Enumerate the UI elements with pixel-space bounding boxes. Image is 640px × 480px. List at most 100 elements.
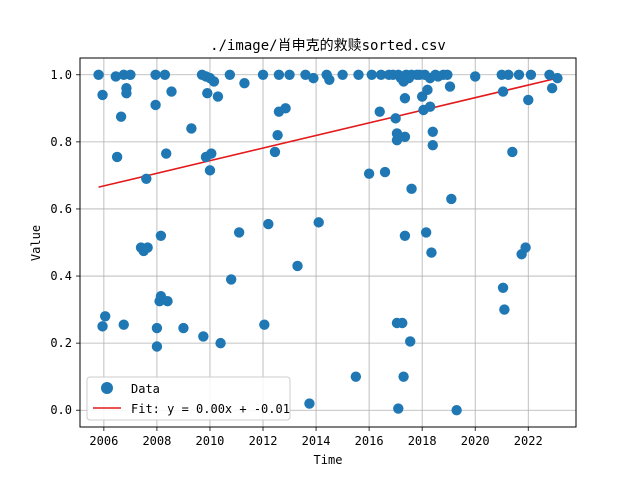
data-point	[544, 69, 555, 80]
legend-box	[86, 376, 291, 421]
data-point	[121, 88, 132, 99]
data-point	[393, 403, 404, 414]
data-point	[446, 193, 457, 205]
x-tick-label: 2022	[514, 434, 543, 448]
data-point	[150, 99, 161, 111]
data-point	[186, 123, 197, 134]
data-point	[206, 148, 217, 159]
data-point	[313, 217, 324, 228]
data-point	[208, 76, 220, 87]
data-point	[546, 82, 558, 94]
data-point	[142, 242, 153, 253]
data-point	[141, 173, 152, 184]
data-point	[212, 91, 224, 102]
data-point	[353, 69, 364, 80]
data-point	[304, 398, 315, 409]
data-point	[391, 134, 403, 146]
data-point	[427, 140, 438, 151]
plot-frame	[79, 57, 577, 428]
x-tick-label: 2014	[302, 434, 331, 448]
x-tick-label: 2012	[249, 434, 278, 448]
data-point	[399, 93, 411, 104]
x-tick-label: 2006	[89, 434, 118, 448]
x-axis-ticks: 2006 2008 2010 2012 2014 2016 2018 2020 2022	[89, 427, 543, 448]
data-point	[337, 69, 348, 80]
x-tick-label: 2008	[142, 434, 171, 448]
x-tick-label: 2010	[196, 434, 225, 448]
x-axis-label: Time	[314, 453, 343, 467]
legend-label-data: Data	[131, 382, 160, 396]
data-point	[198, 331, 209, 342]
legend-marker-data	[101, 382, 113, 394]
y-tick-label: 0.0	[50, 403, 72, 417]
data-point	[159, 69, 171, 80]
data-point	[263, 218, 274, 230]
data-point	[115, 111, 127, 122]
data-point	[151, 341, 163, 352]
data-point	[497, 86, 509, 97]
data-point	[273, 69, 285, 80]
data-point	[118, 319, 129, 330]
data-point	[422, 84, 433, 96]
data-point	[97, 321, 108, 332]
data-point	[513, 69, 525, 80]
data-point	[150, 69, 161, 80]
data-point	[525, 69, 537, 80]
data-point	[259, 319, 270, 330]
data-point	[363, 168, 375, 179]
data-point	[499, 304, 510, 315]
data-point	[507, 146, 518, 158]
data-point	[93, 69, 104, 80]
y-tick-label: 0.8	[50, 135, 72, 149]
legend: Data Fit: y = 0.00x + -0.01	[86, 376, 291, 421]
chart-title: ./image/肖申克的救赎sorted.csv	[210, 37, 446, 54]
fit-line	[98, 77, 558, 188]
data-point	[151, 322, 163, 334]
data-point	[390, 113, 401, 124]
x-tick-label: 2020	[461, 434, 490, 448]
data-point	[399, 131, 411, 143]
data-point	[284, 69, 295, 80]
data-point	[520, 242, 531, 253]
data-point	[379, 166, 391, 178]
data-point	[397, 317, 408, 329]
data-point	[233, 227, 245, 238]
data-point	[503, 69, 514, 80]
data-point	[470, 71, 481, 82]
data-point	[280, 103, 291, 114]
data-point	[99, 311, 111, 322]
data-point	[375, 69, 387, 80]
data-point	[350, 371, 362, 382]
data-point	[406, 183, 417, 195]
data-point	[162, 296, 173, 307]
data-point	[125, 69, 136, 80]
data-point	[442, 69, 453, 80]
data-point	[308, 72, 319, 84]
y-axis-ticks: 0.0 0.2 0.4 0.6 0.8 1.0	[50, 68, 80, 417]
data-point	[374, 106, 385, 117]
data-point	[215, 337, 226, 349]
data-point	[300, 69, 311, 80]
data-point	[444, 81, 456, 92]
data-point	[111, 151, 123, 163]
data-point	[420, 227, 432, 238]
data-point	[110, 71, 122, 82]
y-tick-label: 0.6	[50, 202, 72, 216]
x-tick-label: 2018	[408, 434, 437, 448]
data-point	[427, 126, 438, 137]
data-point	[225, 274, 237, 285]
data-point	[497, 282, 509, 293]
data-point	[272, 129, 283, 141]
y-tick-label: 0.4	[50, 269, 72, 283]
data-point	[426, 247, 437, 258]
plot-area	[80, 58, 576, 427]
data-points	[93, 69, 563, 416]
data-point	[399, 230, 411, 241]
x-tick-label: 2016	[355, 434, 384, 448]
data-point	[97, 89, 108, 101]
data-point	[292, 260, 303, 272]
data-point	[239, 77, 250, 89]
data-point	[204, 165, 216, 176]
data-point	[224, 69, 236, 80]
